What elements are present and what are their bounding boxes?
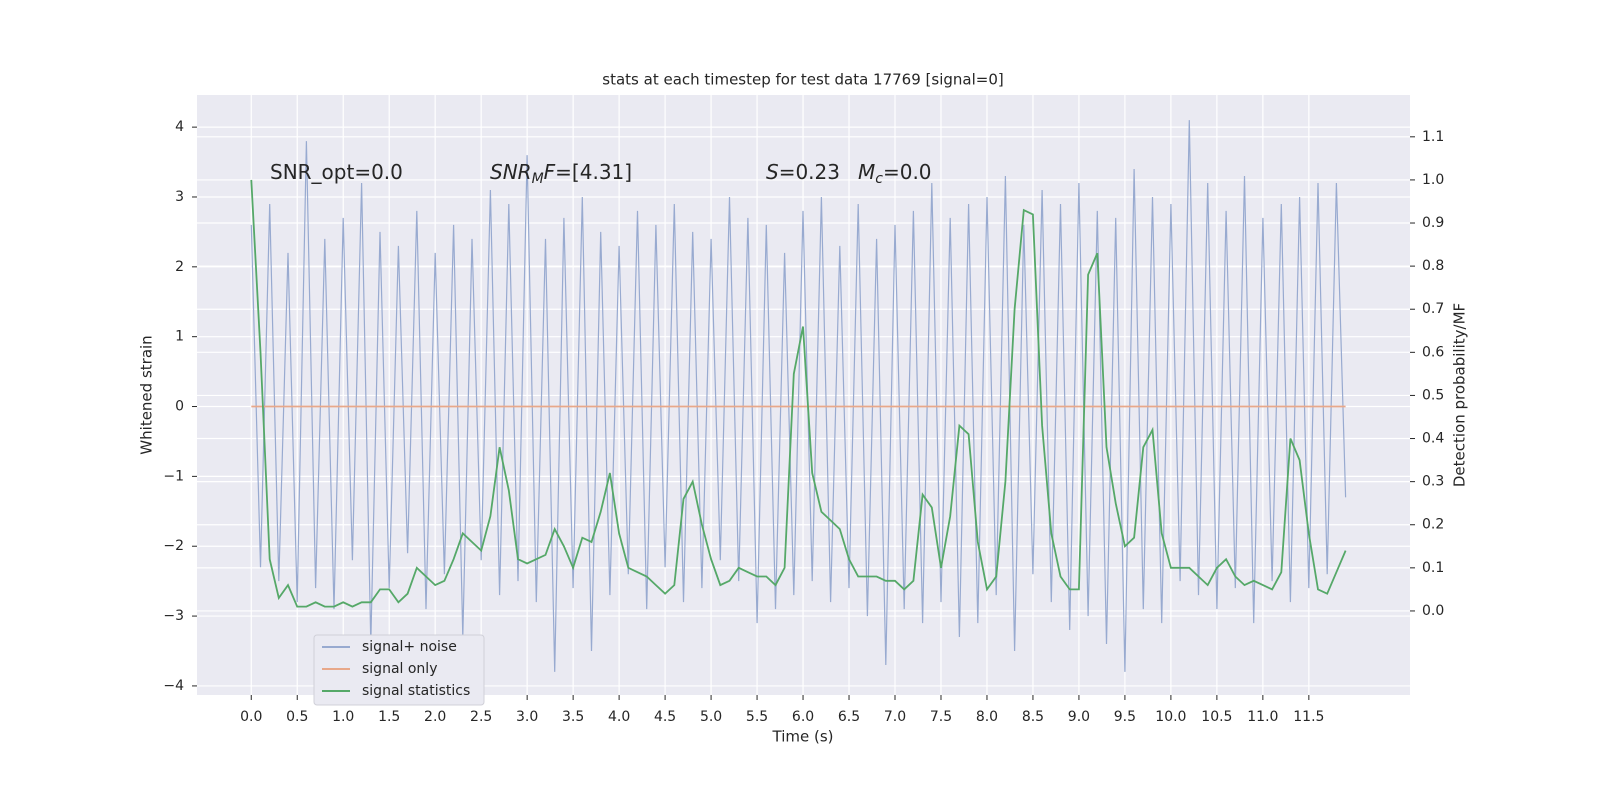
x-tick-label: 5.5: [746, 709, 768, 725]
chart-title: stats at each timestep for test data 177…: [602, 71, 1003, 89]
x-tick-label: 4.5: [654, 709, 676, 725]
annotation: SNRMF=[4.31]: [490, 160, 632, 188]
x-tick-label: 3.5: [562, 709, 584, 725]
x-tick-label: 4.0: [608, 709, 630, 725]
annotation-part: M: [858, 160, 875, 184]
y-tick-label: −3: [163, 608, 184, 624]
annotation-part: S: [766, 160, 779, 184]
y2-tick-label: 0.5: [1422, 387, 1444, 403]
y2-tick-label: 0.9: [1422, 215, 1444, 231]
legend-box: [313, 634, 485, 706]
x-tick-label: 3.0: [516, 709, 538, 725]
legend-label: signal+ noise: [362, 639, 457, 655]
annotation-part: SNR_opt=0.0: [270, 160, 403, 184]
x-tick-label: 0.5: [286, 709, 308, 725]
y-tick-label: −1: [163, 468, 184, 484]
y2-tick-label: 1.0: [1422, 172, 1444, 188]
annotation-part: M: [532, 171, 544, 187]
y2-tick-label: 0.0: [1422, 603, 1444, 619]
x-tick-label: 9.0: [1068, 709, 1090, 725]
x-tick-label: 10.0: [1155, 709, 1186, 725]
x-tick-label: 10.5: [1201, 709, 1232, 725]
annotation-part: =0.0: [883, 160, 932, 184]
x-tick-label: 6.5: [838, 709, 860, 725]
y2-tick-label: 0.4: [1422, 431, 1444, 447]
x-tick-label: 7.0: [884, 709, 906, 725]
y2-tick-label: 0.1: [1422, 560, 1444, 576]
y-tick-label: 3: [175, 189, 184, 205]
x-tick-label: 2.5: [470, 709, 492, 725]
annotation-part: =[4.31]: [555, 160, 632, 184]
x-tick-label: 1.5: [378, 709, 400, 725]
annotation: S=0.23: [766, 160, 840, 184]
y-tick-label: −4: [163, 678, 184, 694]
x-tick-label: 7.5: [930, 709, 952, 725]
x-tick-label: 6.0: [792, 709, 814, 725]
annotation-part: =0.23: [779, 160, 840, 184]
y2-tick-label: 0.7: [1422, 301, 1444, 317]
y-tick-label: 4: [175, 119, 184, 135]
x-tick-label: 8.5: [1022, 709, 1044, 725]
x-tick-label: 2.0: [424, 709, 446, 725]
annotation-part: c: [875, 171, 883, 187]
x-tick-label: 8.0: [976, 709, 998, 725]
y2-axis-label: Detection probability/MF: [1451, 303, 1469, 487]
legend-label: signal only: [362, 661, 437, 677]
y2-tick-label: 0.8: [1422, 258, 1444, 274]
x-tick-label: 0.0: [240, 709, 262, 725]
x-tick-label: 11.5: [1293, 709, 1324, 725]
series-line: [250, 120, 1347, 672]
legend-label: signal statistics: [362, 683, 470, 699]
legend: signal+ noise signal only signal statistic…: [313, 634, 485, 706]
x-axis-label: Time (s): [772, 728, 834, 746]
annotation-part: F: [544, 160, 556, 184]
annotation: Mc=0.0: [858, 160, 932, 188]
y-tick-label: −2: [163, 538, 184, 554]
y2-tick-label: 0.6: [1422, 344, 1444, 360]
x-tick-label: 5.0: [700, 709, 722, 725]
annotation-part: SNR: [490, 160, 532, 184]
y-tick-label: 0: [175, 399, 184, 415]
x-tick-label: 11.0: [1247, 709, 1278, 725]
y-tick-label: 1: [175, 329, 184, 345]
series-line: [250, 179, 1347, 608]
y-axis-label: Whitened strain: [138, 335, 156, 454]
y2-tick-label: 1.1: [1422, 129, 1444, 145]
y2-tick-label: 0.2: [1422, 517, 1444, 533]
grid: [197, 95, 1410, 695]
x-tick-label: 1.0: [332, 709, 354, 725]
y-tick-label: 2: [175, 259, 184, 275]
y2-tick-label: 0.3: [1422, 474, 1444, 490]
x-tick-label: 9.5: [1114, 709, 1136, 725]
annotation: SNR_opt=0.0: [270, 160, 403, 184]
